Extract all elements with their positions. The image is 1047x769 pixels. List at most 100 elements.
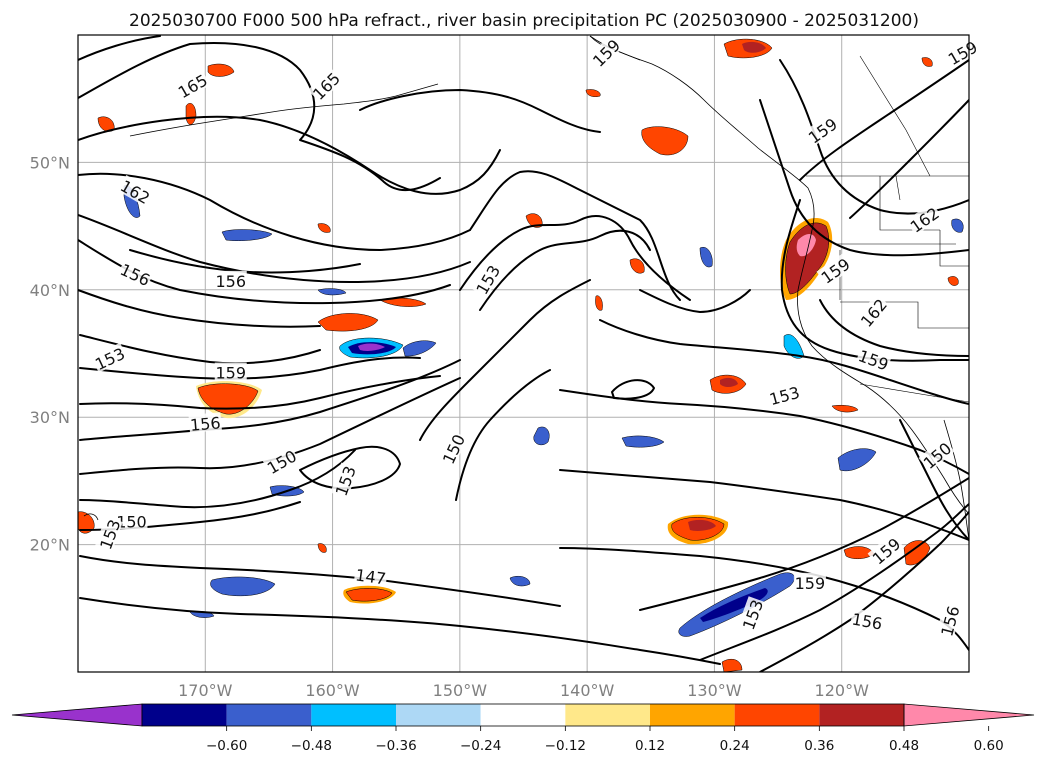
figure-title: 2025030700 F000 500 hPa refract., river … bbox=[129, 11, 919, 31]
contour-label-background bbox=[188, 412, 222, 433]
shading-patch bbox=[185, 103, 197, 125]
shading-patch bbox=[831, 404, 859, 413]
shading-patch bbox=[721, 659, 743, 672]
lon-tick-label: 150°W bbox=[433, 681, 488, 700]
shading-patch bbox=[785, 222, 829, 295]
contour-line bbox=[129, 249, 361, 274]
contour-label-background bbox=[117, 258, 155, 289]
contour-label-text: 156 bbox=[215, 272, 246, 291]
colorbar-extend-high bbox=[903, 703, 1035, 727]
contour-line bbox=[79, 359, 461, 441]
colorbar-tick-label: 0.12 bbox=[635, 738, 665, 754]
coastlines bbox=[83, 35, 969, 541]
baja-california-coastline bbox=[943, 419, 969, 541]
shading-patch bbox=[533, 426, 550, 446]
contour-line bbox=[759, 99, 969, 257]
colorbar-tick-label: −0.12 bbox=[545, 738, 586, 754]
lon-tick-label: 130°W bbox=[687, 681, 742, 700]
lat-tick-label: 40°N bbox=[30, 281, 70, 300]
shading-patch bbox=[317, 288, 347, 296]
colorbar-tick-label: 0.24 bbox=[720, 738, 750, 754]
colorbar-tick-label: −0.24 bbox=[460, 738, 501, 754]
contour-line bbox=[479, 229, 651, 311]
map-frame bbox=[77, 34, 970, 673]
contour-label: 147 bbox=[353, 564, 388, 588]
contour-line bbox=[459, 215, 691, 301]
colorbar-segment bbox=[480, 704, 566, 726]
colorbar-tick-label: 0.48 bbox=[889, 738, 919, 754]
contour-line bbox=[419, 279, 591, 441]
contour-label: 156 bbox=[850, 608, 885, 634]
contour-label-background bbox=[587, 34, 624, 70]
colorbar-segment bbox=[565, 704, 650, 726]
shading-patch bbox=[688, 519, 716, 531]
contour-line bbox=[819, 299, 969, 357]
colorbar-frame bbox=[141, 703, 905, 727]
contour-label: 156 bbox=[214, 270, 247, 291]
contour-label-background bbox=[94, 515, 123, 553]
colorbar-segment bbox=[819, 704, 904, 726]
shading-patch bbox=[197, 383, 259, 415]
contour-line bbox=[759, 511, 969, 672]
contour-line bbox=[78, 35, 161, 61]
contour-label-background bbox=[353, 564, 388, 587]
lat-tick-label: 50°N bbox=[30, 153, 70, 172]
island-coastline bbox=[83, 513, 99, 521]
contour-line bbox=[599, 319, 969, 405]
colorbar-segment bbox=[311, 704, 396, 726]
contour-label-background bbox=[117, 175, 155, 207]
contour-label-background bbox=[307, 67, 344, 103]
shading-patch bbox=[317, 313, 379, 332]
shading-patch bbox=[629, 258, 645, 274]
lat-tick-label: 20°N bbox=[30, 536, 70, 555]
shading-patch bbox=[210, 576, 276, 597]
contour-line bbox=[359, 89, 601, 133]
contour-label-background bbox=[855, 294, 890, 331]
shading-patch bbox=[358, 343, 385, 351]
shading-patch bbox=[947, 276, 959, 286]
contour-line bbox=[79, 375, 441, 410]
contour-label-background bbox=[816, 253, 854, 287]
colorbar-segment bbox=[650, 704, 735, 726]
colorbar-tick-label: −0.36 bbox=[375, 738, 416, 754]
shading-patch bbox=[951, 218, 964, 233]
shading-patch bbox=[207, 63, 235, 77]
contour-label-background bbox=[855, 345, 892, 373]
shading-patch bbox=[837, 448, 877, 472]
contour-label-background bbox=[850, 608, 885, 632]
contour-line bbox=[79, 356, 421, 380]
state-border bbox=[939, 230, 969, 267]
contour-line bbox=[639, 289, 751, 313]
contour-label-background bbox=[330, 462, 359, 499]
contour-label: 156 bbox=[188, 412, 222, 435]
contour-label: 150 bbox=[115, 511, 148, 532]
shading-patch bbox=[509, 576, 531, 587]
contour-label-text: 156 bbox=[189, 413, 221, 435]
contour-label-background bbox=[905, 202, 943, 236]
contour-label-text: 147 bbox=[354, 565, 387, 588]
shading-patch bbox=[585, 89, 601, 97]
contour-label-background bbox=[214, 362, 247, 381]
contour-label-background bbox=[262, 445, 300, 477]
contour-line bbox=[78, 214, 471, 283]
colorbar-tick-label: −0.48 bbox=[291, 738, 332, 754]
longitude-labels: 170°W 160°W 150°W 140°W 130°W 120°W bbox=[178, 681, 869, 700]
shading-patch bbox=[402, 340, 437, 357]
contour-label-background bbox=[766, 381, 802, 408]
shading-patch bbox=[921, 57, 933, 67]
contour-line bbox=[79, 597, 721, 665]
shading-patch bbox=[595, 295, 603, 311]
shading-patch bbox=[621, 435, 665, 448]
shading-patch bbox=[796, 234, 816, 257]
shading-patch bbox=[699, 246, 713, 268]
state-border bbox=[895, 175, 901, 201]
contour-line bbox=[78, 289, 321, 328]
alaska-canada-border bbox=[859, 55, 931, 177]
latitude-labels: 20°N 30°N 40°N 50°N bbox=[30, 153, 70, 554]
shading-patch bbox=[720, 377, 738, 387]
contour-label-background bbox=[867, 533, 904, 568]
shading-patch bbox=[903, 540, 931, 566]
contour-label: 153 bbox=[766, 381, 802, 409]
contour-line bbox=[611, 379, 655, 400]
